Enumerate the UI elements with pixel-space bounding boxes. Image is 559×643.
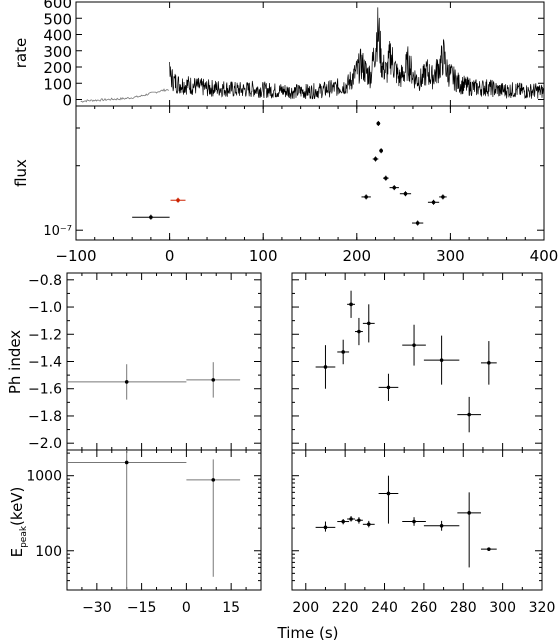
epeak-late-xtick-label: 220	[332, 600, 359, 616]
index-early-ytick-label: −1.8	[28, 409, 62, 425]
index-early-plot: −2.0 −1.8 −1.6 −1.4 −1.2 −1.0 −0.8	[28, 273, 261, 452]
epeak-late-point	[467, 511, 471, 515]
epeak-late-point	[341, 519, 345, 524]
epeak-late-point	[349, 517, 353, 521]
flux-xtick-label: 100	[249, 247, 278, 265]
figure-xlabel: Time (s)	[277, 624, 339, 642]
rate-ytick-label: 300	[43, 43, 72, 61]
epeak-late-xtick-label: 320	[529, 600, 556, 616]
flux-plot: −100 0 100 200 300 400 10⁻⁷	[43, 106, 558, 265]
flux-point	[384, 176, 388, 180]
flux-xtick-label: 300	[436, 247, 465, 265]
epeak-early-frame	[66, 449, 262, 591]
index-late-point	[366, 321, 371, 326]
epeak-ylabel: Epeak(keV)	[8, 487, 29, 558]
flux-xtick-label: 200	[342, 247, 371, 265]
flux-xtick-label: 0	[165, 247, 175, 265]
flux-panel-frame	[75, 105, 545, 241]
index-early-ytick-label: −1.6	[28, 382, 62, 398]
index-early-ytick-label: −1.4	[28, 355, 62, 371]
rate-ytick-label: 600	[43, 0, 72, 12]
index-late-point	[349, 302, 353, 307]
flux-point	[149, 215, 153, 219]
epeak-late-point	[323, 525, 328, 530]
flux-point	[403, 191, 408, 196]
rate-ytick-label: 100	[43, 75, 72, 93]
index-late-point	[439, 358, 444, 362]
flux-point	[392, 185, 397, 190]
index-early-ytick-label: −2.0	[28, 436, 62, 452]
epeak-ylabel-tail: (keV)	[8, 487, 26, 526]
index-early-point	[124, 380, 129, 384]
epeak-late-plot: 200 220 240 260 280 300 320	[292, 450, 555, 616]
index-late-point	[323, 365, 328, 369]
flux-ylabel: flux	[12, 159, 30, 187]
index-late-plot	[292, 273, 543, 450]
epeak-late-point	[412, 519, 416, 524]
rate-ytick-label: 500	[43, 10, 72, 28]
flux-point	[373, 157, 378, 161]
flux-xtick-label: 400	[530, 247, 559, 265]
index-late-point	[357, 329, 361, 334]
rate-ytick-label: 400	[43, 27, 72, 45]
epeak-ylabel-main: E	[8, 548, 26, 557]
epeak-early-point	[124, 460, 129, 465]
epeak-late-xtick-label: 200	[292, 600, 319, 616]
index-late-point	[386, 385, 391, 390]
epeak-early-xtick-label: −30	[82, 600, 112, 616]
index-late-point	[487, 361, 491, 365]
epeak-early-xtick-label: 0	[182, 600, 191, 616]
index-late-frame	[291, 272, 543, 451]
epeak-early-ytick-label: 100	[35, 544, 62, 560]
index-early-point	[211, 378, 216, 382]
epeak-early-xtick-label: 15	[222, 600, 240, 616]
epeak-late-xtick-label: 240	[371, 600, 398, 616]
epeak-late-frame	[291, 449, 543, 591]
index-early-ytick-label: −0.8	[28, 273, 62, 289]
flux-xtick-label: −100	[55, 247, 96, 265]
flux-point	[376, 121, 381, 126]
index-late-point	[412, 343, 416, 347]
rate-ytick-label: 200	[43, 59, 72, 77]
index-late-point	[467, 412, 471, 417]
flux-point	[431, 200, 436, 205]
index-early-frame	[66, 272, 262, 451]
epeak-late-point	[357, 518, 361, 523]
index-ylabel: Ph index	[6, 330, 24, 394]
epeak-late-point	[366, 522, 371, 527]
epeak-late-point	[386, 491, 391, 496]
epeak-early-point	[211, 478, 216, 482]
epeak-early-plot: 100 1000 −30 −15 0 15	[26, 450, 261, 616]
rate-series-line	[169, 7, 544, 100]
index-early-ytick-label: −1.0	[28, 300, 62, 316]
flux-point	[441, 195, 445, 199]
epeak-late-xtick-label: 300	[489, 600, 516, 616]
epeak-late-point	[487, 547, 491, 551]
flux-ytick-label: 10⁻⁷	[43, 224, 72, 239]
index-early-ytick-label: −1.2	[28, 327, 62, 343]
rate-ylabel: rate	[12, 38, 30, 68]
epeak-late-xtick-label: 280	[450, 600, 477, 616]
epeak-early-xtick-label: −15	[127, 600, 157, 616]
epeak-early-ytick-label: 1000	[26, 469, 62, 485]
epeak-late-point	[439, 524, 444, 528]
flux-point	[379, 148, 383, 153]
rate-ytick-label: 0	[62, 92, 72, 110]
index-late-point	[341, 350, 345, 354]
epeak-late-xtick-label: 260	[411, 600, 438, 616]
flux-point	[364, 195, 368, 199]
flux-point	[176, 198, 180, 203]
epeak-ylabel-sub: peak	[19, 525, 29, 548]
rate-precursor-line	[80, 88, 169, 103]
flux-point	[415, 221, 420, 225]
